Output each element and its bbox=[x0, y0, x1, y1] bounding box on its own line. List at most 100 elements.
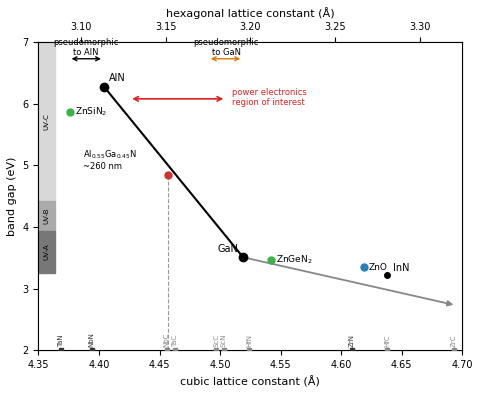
Text: UV-A: UV-A bbox=[44, 243, 49, 260]
Text: ZrC: ZrC bbox=[451, 335, 457, 347]
Circle shape bbox=[253, 172, 262, 180]
Text: TaC: TaC bbox=[172, 335, 178, 347]
Circle shape bbox=[272, 182, 281, 191]
Circle shape bbox=[267, 172, 276, 180]
Text: NbC: NbC bbox=[164, 333, 170, 347]
Circle shape bbox=[288, 203, 296, 211]
Circle shape bbox=[286, 182, 294, 191]
Circle shape bbox=[379, 183, 387, 191]
Bar bbox=[38, 42, 55, 201]
Text: UV-C: UV-C bbox=[44, 113, 49, 130]
Circle shape bbox=[369, 192, 378, 200]
Circle shape bbox=[382, 172, 391, 180]
Text: AlN: AlN bbox=[108, 73, 125, 84]
Circle shape bbox=[295, 140, 311, 156]
Circle shape bbox=[276, 183, 285, 191]
Circle shape bbox=[262, 199, 277, 215]
Circle shape bbox=[299, 183, 308, 191]
Circle shape bbox=[273, 140, 288, 156]
Circle shape bbox=[367, 163, 376, 172]
Circle shape bbox=[397, 139, 415, 157]
Circle shape bbox=[273, 179, 288, 195]
Circle shape bbox=[295, 179, 311, 195]
Circle shape bbox=[267, 211, 276, 220]
Circle shape bbox=[265, 163, 274, 172]
Text: pseudomorphic
to AlN: pseudomorphic to AlN bbox=[53, 37, 119, 57]
Circle shape bbox=[276, 143, 285, 152]
Bar bbox=[38, 201, 55, 231]
Circle shape bbox=[363, 198, 381, 216]
Circle shape bbox=[388, 202, 396, 210]
Text: ScC: ScC bbox=[214, 334, 219, 347]
Text: UV-B: UV-B bbox=[44, 207, 49, 224]
Text: HfN: HfN bbox=[246, 334, 252, 347]
Circle shape bbox=[369, 211, 378, 220]
Text: Al$_{0.55}$Ga$_{0.45}$N
~260 nm: Al$_{0.55}$Ga$_{0.45}$N ~260 nm bbox=[83, 148, 137, 171]
X-axis label: hexagonal lattice constant (Å): hexagonal lattice constant (Å) bbox=[166, 7, 335, 19]
Text: ·Nb/Ta: ·Nb/Ta bbox=[330, 224, 349, 229]
Circle shape bbox=[369, 172, 378, 180]
Circle shape bbox=[356, 211, 365, 220]
Circle shape bbox=[253, 192, 262, 200]
Text: GaN: GaN bbox=[217, 244, 238, 254]
Circle shape bbox=[390, 163, 399, 172]
Circle shape bbox=[362, 202, 371, 210]
Circle shape bbox=[375, 202, 384, 210]
Circle shape bbox=[253, 211, 262, 220]
Y-axis label: band gap (eV): band gap (eV) bbox=[7, 156, 17, 236]
Circle shape bbox=[321, 223, 328, 230]
Circle shape bbox=[284, 199, 300, 215]
Text: pseudomorphic
to GaN: pseudomorphic to GaN bbox=[193, 37, 259, 57]
Circle shape bbox=[379, 143, 387, 152]
Circle shape bbox=[258, 223, 265, 230]
Circle shape bbox=[388, 182, 396, 191]
Circle shape bbox=[265, 203, 274, 211]
Circle shape bbox=[382, 211, 391, 220]
Text: TaN: TaN bbox=[59, 335, 64, 347]
Circle shape bbox=[323, 225, 326, 229]
Circle shape bbox=[286, 202, 294, 210]
Circle shape bbox=[390, 203, 399, 211]
Circle shape bbox=[374, 178, 392, 196]
Circle shape bbox=[363, 158, 381, 177]
Circle shape bbox=[260, 225, 264, 229]
Circle shape bbox=[375, 182, 384, 191]
Circle shape bbox=[280, 211, 288, 220]
Circle shape bbox=[356, 192, 365, 200]
Text: NbN: NbN bbox=[89, 333, 95, 347]
Circle shape bbox=[362, 182, 371, 191]
Circle shape bbox=[280, 172, 288, 180]
Text: <0001>: <0001> bbox=[267, 43, 302, 52]
Circle shape bbox=[280, 192, 288, 200]
Bar bbox=[38, 231, 55, 273]
Circle shape bbox=[367, 224, 372, 229]
Circle shape bbox=[401, 143, 410, 152]
Circle shape bbox=[374, 139, 392, 157]
Text: ZnSiN$_2$: ZnSiN$_2$ bbox=[75, 106, 107, 118]
Text: ScN: ScN bbox=[221, 334, 227, 347]
Text: power electronics
region of interest: power electronics region of interest bbox=[232, 88, 307, 107]
Text: <111>: <111> bbox=[372, 43, 402, 52]
Circle shape bbox=[288, 163, 296, 172]
Circle shape bbox=[385, 158, 403, 177]
Circle shape bbox=[367, 203, 376, 211]
Circle shape bbox=[385, 198, 403, 216]
Circle shape bbox=[401, 183, 410, 191]
Text: HfC: HfC bbox=[384, 335, 390, 347]
Circle shape bbox=[262, 160, 277, 175]
Circle shape bbox=[382, 192, 391, 200]
Circle shape bbox=[296, 224, 302, 229]
Circle shape bbox=[259, 182, 268, 191]
Circle shape bbox=[299, 143, 308, 152]
Text: ·Al/Ga: ·Al/Ga bbox=[266, 224, 285, 229]
Text: ·C: ·C bbox=[374, 224, 381, 229]
Circle shape bbox=[259, 202, 268, 210]
X-axis label: cubic lattice constant (Å): cubic lattice constant (Å) bbox=[180, 375, 320, 387]
Text: ZrN: ZrN bbox=[349, 334, 355, 347]
Circle shape bbox=[356, 172, 365, 180]
Circle shape bbox=[267, 192, 276, 200]
Text: InN: InN bbox=[393, 263, 410, 273]
Circle shape bbox=[397, 178, 415, 196]
Circle shape bbox=[284, 160, 300, 175]
Text: ZnGeN$_2$: ZnGeN$_2$ bbox=[276, 253, 312, 266]
